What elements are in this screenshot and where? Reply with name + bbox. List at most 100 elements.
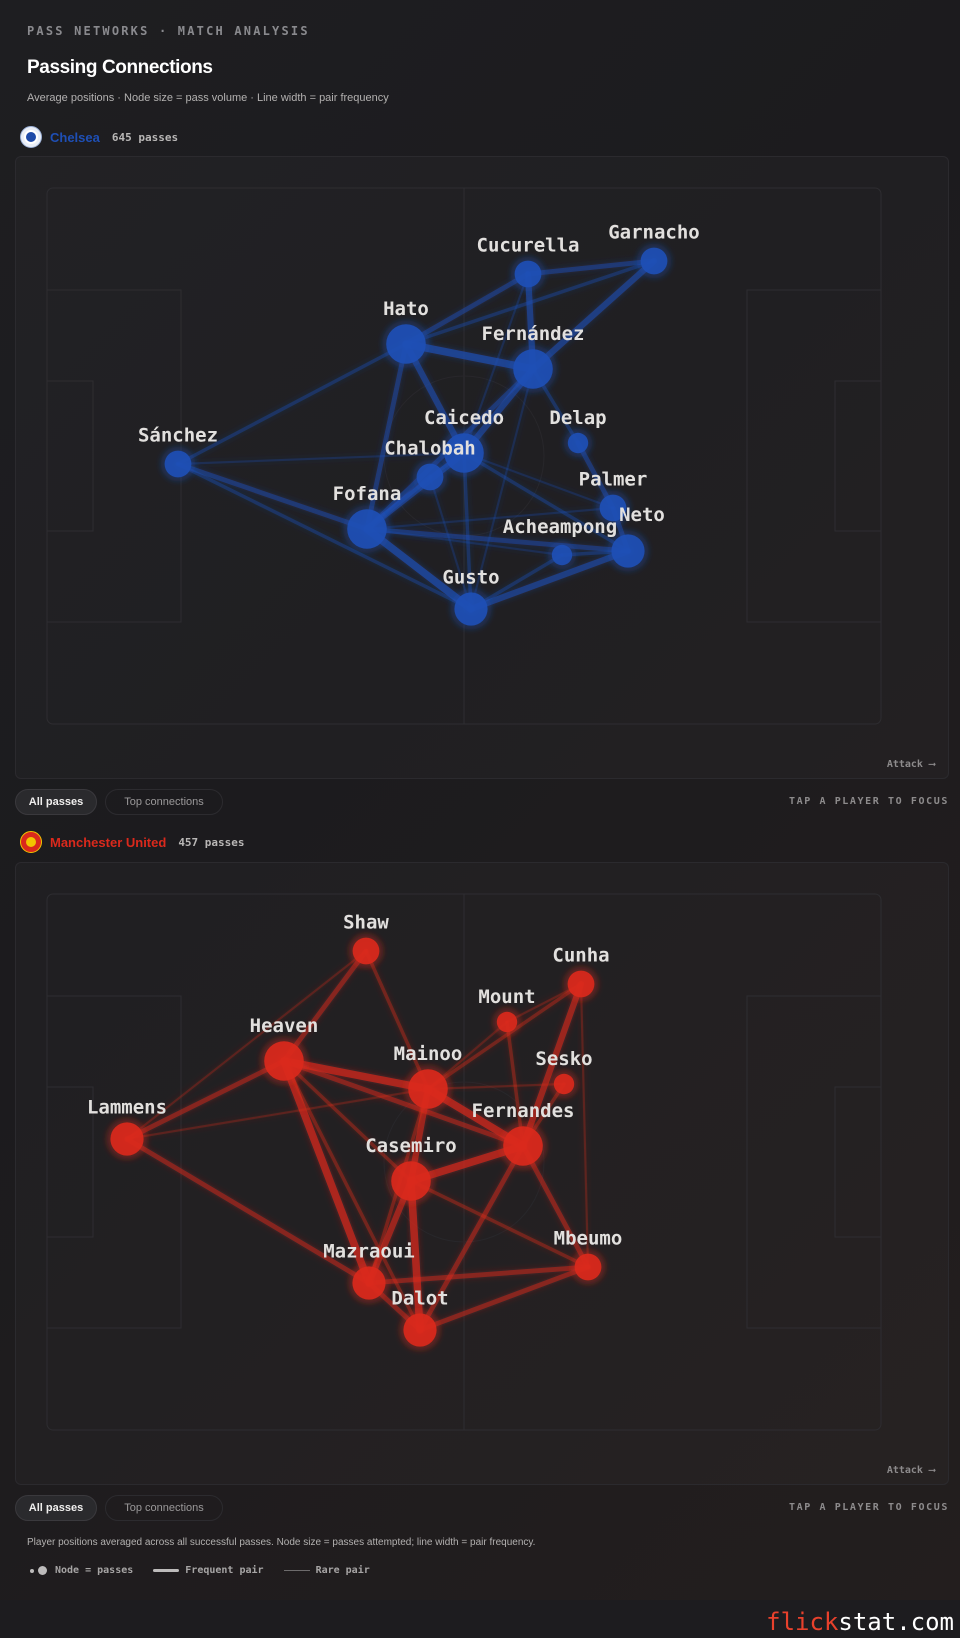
player-label-cunha: Cunha — [552, 945, 609, 967]
player-label-acheampong: Acheampong — [503, 516, 617, 538]
player-node-cunha[interactable] — [567, 970, 595, 998]
player-label-hato: Hato — [383, 298, 429, 320]
player-label-delap: Delap — [549, 407, 606, 429]
penalty-box-right — [746, 289, 882, 623]
attack-direction-label: Attack ⟶ — [886, 1465, 935, 1476]
pass-link-glow — [174, 460, 475, 613]
player-label-fernandez: Fernández — [482, 323, 585, 345]
player-label-fofana: Fofana — [333, 483, 402, 505]
player-node-mbeumo[interactable] — [574, 1253, 602, 1281]
pass-link-glow — [280, 1057, 527, 1150]
player-label-mainoo: Mainoo — [394, 1043, 463, 1065]
pass-link-fofana-acheampong — [365, 527, 564, 557]
pass-network-pitch-manutd[interactable]: Shaw Cunha Mount Heaven Mainoo Sesko Lammens Fe… — [15, 862, 949, 1485]
team-name: Manchester United — [50, 834, 167, 850]
pass-link-fofana-palmer — [365, 506, 615, 531]
team-pass-count: 645 passes — [111, 130, 179, 144]
pass-link-gusto-neto — [467, 547, 632, 613]
pass-link-fernandes-dalot — [417, 1143, 526, 1333]
player-label-shaw: Shaw — [343, 912, 389, 934]
player-node-neto[interactable] — [611, 534, 645, 568]
player-label-cucurella: Cucurella — [477, 235, 580, 257]
player-label-lammens: Lammens — [87, 1096, 167, 1118]
pass-link-glow — [364, 505, 616, 532]
app-frame: PASS NETWORKS · MATCH ANALYSIS Passing C… — [0, 0, 960, 1600]
rare-pair-line-icon — [283, 1570, 310, 1571]
pass-link-glow — [123, 1057, 288, 1143]
player-label-casemiro: Casemiro — [365, 1135, 457, 1157]
player-node-garnacho[interactable] — [640, 247, 668, 275]
all-passes-button[interactable]: All passes — [15, 1495, 97, 1521]
player-node-fernandes[interactable] — [503, 1126, 543, 1166]
focus-hint: TAP A PLAYER TO FOCUS — [788, 1502, 949, 1513]
player-node-gusto[interactable] — [454, 592, 488, 626]
player-label-chalobah: Chalobah — [384, 438, 476, 460]
player-node-mainoo[interactable] — [408, 1069, 448, 1109]
pass-link-glow — [364, 526, 565, 558]
player-label-heaven: Heaven — [250, 1015, 319, 1037]
player-node-sanchez[interactable] — [164, 450, 192, 478]
player-node-fofana[interactable] — [347, 509, 387, 549]
player-node-dalot[interactable] — [403, 1313, 437, 1347]
player-node-sesko[interactable] — [553, 1073, 575, 1095]
player-node-fernandez[interactable] — [513, 349, 553, 389]
player-node-cucurella[interactable] — [514, 260, 542, 288]
eyebrow: PASS NETWORKS · MATCH ANALYSIS — [27, 24, 310, 38]
pass-link-cucurella-garnacho — [525, 258, 657, 277]
pass-link-caicedo-neto — [462, 451, 630, 553]
pass-network-pitch-chelsea[interactable]: Cucurella Garnacho Hato Fernández Caicedo Del… — [15, 156, 949, 779]
manutd-crest-icon — [20, 831, 42, 853]
player-node-palmer[interactable] — [599, 494, 627, 522]
pass-link-mazraoui-mbeumo — [366, 1264, 591, 1286]
pass-link-glow — [468, 366, 536, 612]
pass-link-caicedo-palmer — [462, 451, 615, 510]
pass-link-glow — [460, 449, 475, 613]
page-title: Passing Connections — [27, 57, 213, 78]
pass-link-heaven-fernandes — [281, 1058, 526, 1149]
node-large-icon — [38, 1566, 47, 1575]
brand-wordmark: flickstat.com — [766, 1608, 954, 1636]
player-label-gusto: Gusto — [442, 566, 499, 588]
player-node-heaven[interactable] — [264, 1041, 304, 1081]
pass-link-casemiro-mbeumo — [409, 1179, 590, 1269]
pass-link-glow — [407, 1177, 592, 1271]
pass-link-garnacho-fernandez — [529, 257, 658, 373]
pass-link-chalobah-gusto — [428, 475, 473, 611]
player-label-garnacho: Garnacho — [608, 222, 700, 244]
pass-network-chart: Shaw Cunha Mount Heaven Mainoo Sesko Lammens Fe… — [46, 893, 882, 1431]
player-node-mazraoui[interactable] — [352, 1266, 386, 1300]
player-label-mazraoui: Mazraoui — [323, 1240, 415, 1262]
brand-rest: stat.com — [838, 1608, 954, 1636]
legend-node-label: Node = passes — [55, 1565, 134, 1576]
player-node-hato[interactable] — [386, 324, 426, 364]
chelsea-crest-icon — [20, 126, 42, 148]
six-yard-box-left — [46, 380, 94, 532]
page-subtitle: Average positions · Node size = pass vol… — [27, 92, 389, 104]
six-yard-box-right — [834, 1086, 882, 1238]
top-connections-button[interactable]: Top connections — [105, 1495, 223, 1521]
player-node-mount[interactable] — [496, 1011, 518, 1033]
pass-link-shaw-mainoo — [364, 949, 430, 1091]
pass-link-glow — [124, 948, 369, 1142]
top-connections-button[interactable]: Top connections — [105, 789, 223, 815]
player-node-delap[interactable] — [567, 432, 589, 454]
all-passes-button[interactable]: All passes — [15, 789, 97, 815]
pass-link-hato-fofana — [364, 341, 409, 532]
player-node-lammens[interactable] — [110, 1122, 144, 1156]
penalty-box-left — [46, 289, 182, 623]
player-node-acheampong[interactable] — [551, 544, 573, 566]
pass-link-sanchez-gusto — [176, 462, 473, 611]
player-node-chalobah[interactable] — [416, 463, 444, 491]
pass-link-heaven-mazraoui — [280, 1057, 373, 1287]
pass-link-glow — [123, 1135, 373, 1287]
frequent-pair-line-icon — [153, 1569, 180, 1572]
view-toggle-manutd: All passes Top connections TAP A PLAYER … — [15, 1495, 949, 1523]
player-nodes — [160, 243, 672, 630]
player-labels: Shaw Cunha Mount Heaven Mainoo Sesko Lammens Fe… — [87, 912, 622, 1310]
team-pass-count: 457 passes — [178, 835, 245, 849]
player-node-caicedo[interactable] — [444, 433, 484, 473]
pass-link-mainoo-cunha — [426, 982, 583, 1091]
pass-link-glow — [175, 450, 467, 467]
player-node-shaw[interactable] — [352, 937, 380, 965]
player-node-casemiro[interactable] — [391, 1161, 431, 1201]
